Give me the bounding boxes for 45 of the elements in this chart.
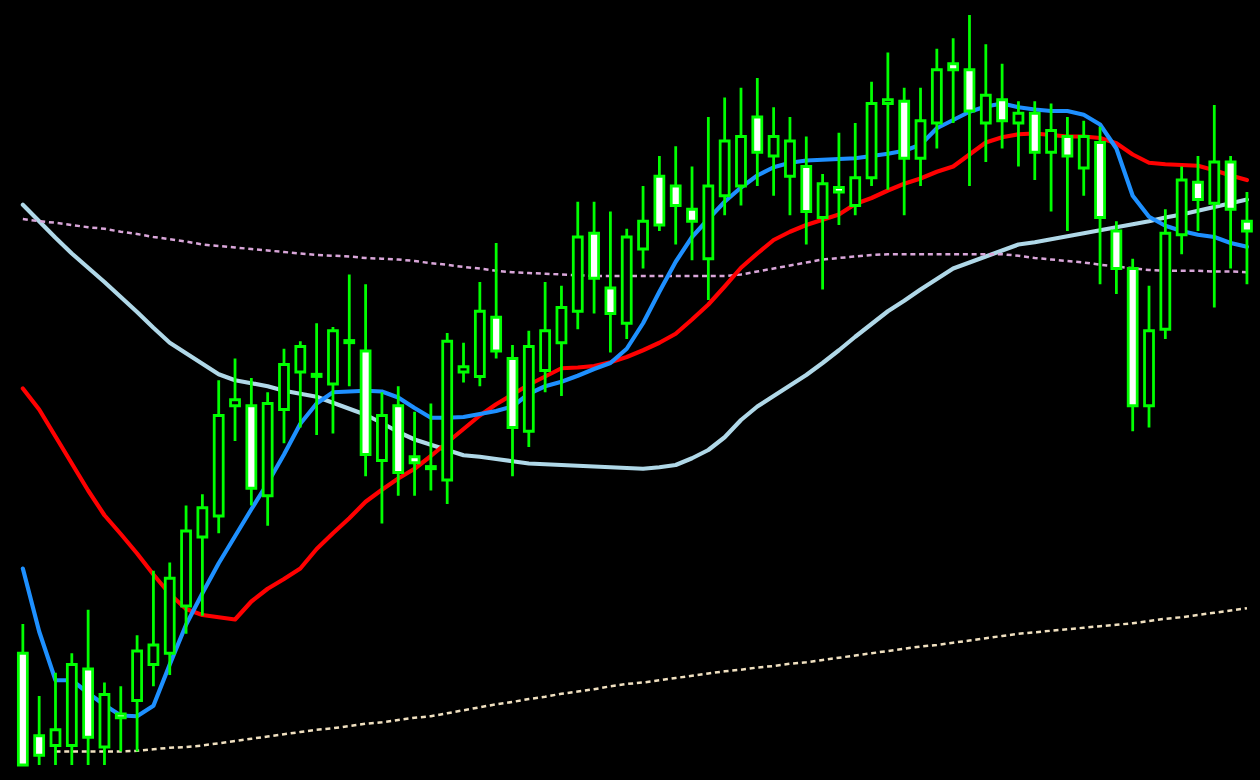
candlestick	[669, 144, 682, 246]
candlestick	[1208, 103, 1221, 309]
candlestick	[1077, 119, 1090, 198]
candlestick	[1045, 102, 1057, 213]
candlestick	[539, 280, 552, 394]
candlestick	[947, 36, 960, 125]
candlestick	[490, 241, 503, 360]
candlestick	[816, 172, 829, 291]
candlestick	[767, 105, 780, 198]
candlestick	[33, 694, 46, 767]
candlestick	[686, 165, 698, 262]
candlestick	[425, 402, 437, 492]
candlestick	[294, 339, 307, 429]
candlestick	[1012, 99, 1025, 168]
candlestick	[882, 51, 894, 192]
candlestick	[147, 569, 160, 688]
candlestick	[849, 121, 862, 217]
candlestick	[408, 410, 421, 498]
candlestick	[343, 273, 356, 388]
candlestick	[1028, 99, 1041, 182]
candlestick	[49, 671, 62, 767]
candlestick	[637, 184, 649, 270]
candlestick	[833, 131, 845, 227]
candlestick	[1224, 154, 1237, 270]
candlestick	[979, 42, 992, 164]
candlestick	[914, 86, 927, 188]
candlestick	[114, 684, 127, 753]
candlestick	[457, 341, 470, 384]
candlestick	[376, 390, 388, 525]
candlestick	[784, 115, 796, 217]
candlestick	[1061, 115, 1074, 233]
candlestick	[800, 135, 813, 246]
candlestick	[996, 62, 1008, 150]
candlestick	[751, 76, 764, 188]
candlestick	[604, 210, 617, 354]
candlestick	[229, 357, 241, 443]
candlestick	[555, 284, 568, 398]
candlestick	[1241, 190, 1253, 286]
candlestick	[963, 13, 976, 188]
candlestick	[310, 321, 323, 437]
candlestick	[196, 492, 209, 618]
candlestick	[588, 200, 600, 315]
candlestick	[278, 347, 290, 445]
candlestick	[1192, 154, 1204, 233]
candlestick	[1110, 219, 1123, 296]
